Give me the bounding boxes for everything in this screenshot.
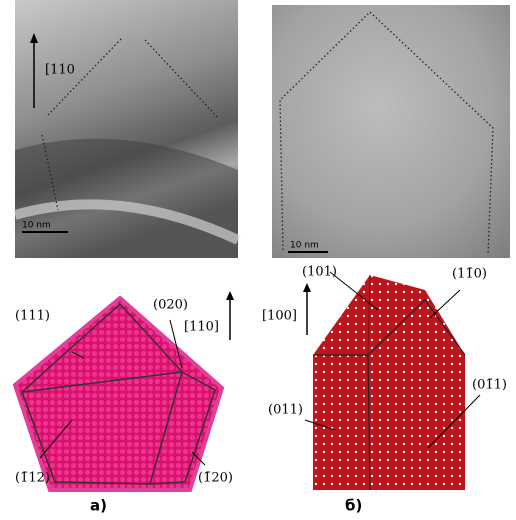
scale-bar-label: 10 nm (290, 241, 319, 251)
direction-label: [110] (184, 320, 219, 335)
figure: [110 10 nm 10 nm (111) (020) (1̄12) (1̄2… (0, 0, 516, 520)
facet-label: (11̄0) (452, 267, 487, 282)
direction-label: [100] (262, 309, 297, 324)
facet-label: (01̄1) (472, 378, 507, 393)
tem-image-a: [110 10 nm (15, 0, 238, 258)
direction-label: [110 (45, 63, 75, 78)
facet-label: (101) (302, 265, 337, 280)
model-a: (111) (020) (1̄12) (1̄20) [110] а) (15, 291, 234, 515)
facet-label: (1̄12) (15, 471, 50, 486)
scale-bar-label: 10 nm (22, 221, 51, 231)
tem-image-b: 10 nm (272, 5, 510, 258)
facet-label: (1̄20) (198, 471, 233, 486)
facet-label: (011) (268, 403, 303, 418)
model-b: (101) (11̄0) (011) (01̄1) [100] б) (262, 265, 507, 515)
facet-label: (111) (15, 309, 50, 324)
caption: б) (345, 497, 362, 515)
caption: а) (90, 497, 107, 515)
facet-label: (020) (153, 298, 188, 313)
